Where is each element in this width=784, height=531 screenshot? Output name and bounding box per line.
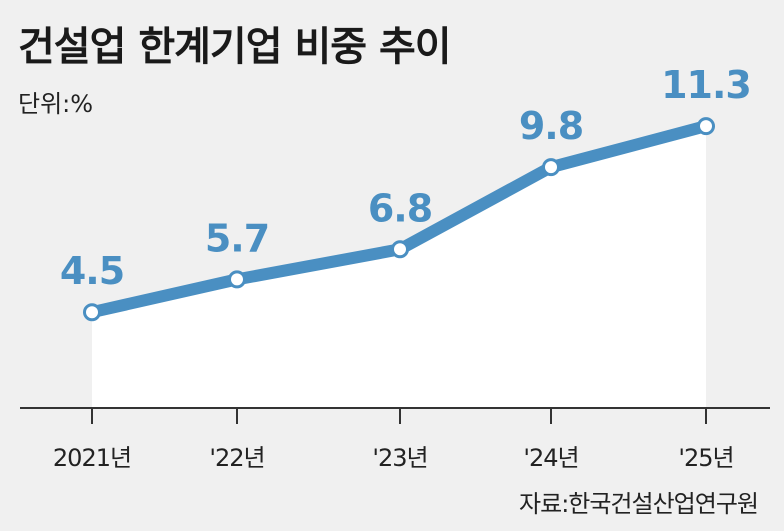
data-label-2: 6.8 [368, 186, 432, 230]
x-tick-label-1: '22년 [209, 444, 264, 472]
data-label-3: 9.8 [519, 104, 583, 148]
x-tick-label-4: '25년 [678, 444, 733, 472]
data-point-0 [83, 303, 101, 322]
data-point-1 [228, 270, 246, 289]
x-tick-label-0: 2021년 [53, 444, 131, 472]
x-tick-label-3: '24년 [523, 444, 578, 472]
data-point-2 [391, 240, 409, 259]
data-label-0: 4.5 [60, 249, 124, 293]
data-label-1: 5.7 [205, 216, 269, 260]
data-label-4: 11.3 [661, 63, 751, 107]
unit-label: 단위:% [18, 90, 94, 118]
data-point-3 [542, 158, 560, 177]
data-point-4 [697, 117, 715, 136]
chart-title: 건설업 한계기업 비중 추이 [18, 24, 452, 70]
x-tick-label-2: '23년 [372, 444, 427, 472]
source-note: 자료:한국건설산업연구원 [519, 490, 759, 518]
area-fill [92, 126, 706, 409]
